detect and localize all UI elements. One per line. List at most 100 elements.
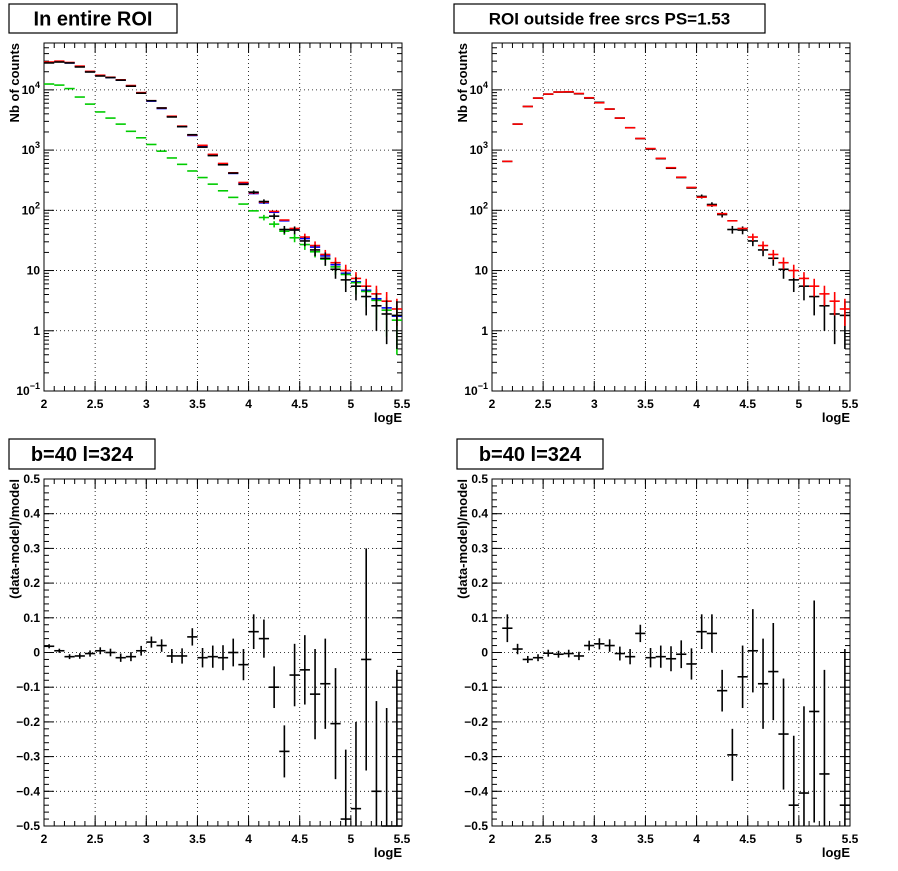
y-tick-label: −0.4: [16, 784, 40, 798]
y-tick-label: 0: [481, 646, 488, 660]
x-axis-label: logE: [822, 410, 850, 425]
y-tick-label: 104: [22, 80, 40, 97]
x-tick-label: 3: [591, 832, 598, 846]
title-box: [453, 3, 766, 34]
x-tick-label: 2: [489, 832, 496, 846]
x-tick-label: 2: [41, 397, 48, 411]
x-tick-label: 5: [348, 832, 355, 846]
y-tick-label: −0.4: [464, 784, 488, 798]
x-axis: 2 2.5 3 3.5 4 4.5 5 5.5: [41, 479, 411, 846]
x-tick-label: 2: [489, 397, 496, 411]
x-tick-label: 3.5: [637, 397, 654, 411]
x-tick-label: 4: [693, 397, 700, 411]
series-2: [502, 90, 850, 327]
y-tick-label: 1: [33, 324, 40, 338]
y-tick-label: 104: [470, 80, 488, 97]
y-axis: 10−1 1 10 102 103 104: [16, 42, 402, 398]
series-4: [44, 61, 402, 349]
x-axis-label: logE: [374, 845, 402, 860]
y-tick-label: −0.1: [16, 680, 40, 694]
x-tick-label: 5.5: [394, 832, 411, 846]
plot-title: b=40 l=324: [31, 444, 134, 466]
plot-title: b=40 l=324: [479, 444, 582, 466]
x-tick-label: 2.5: [87, 832, 104, 846]
y-axis-label: Nb of counts: [455, 43, 470, 122]
x-tick-label: 4.5: [291, 832, 308, 846]
x-tick-label: 3: [591, 397, 598, 411]
y-tick-label: 10: [27, 264, 41, 278]
title-box: [8, 438, 156, 470]
y-tick-label: 103: [22, 140, 40, 157]
x-tick-label: 4: [693, 832, 700, 846]
x-tick-label: 5.5: [842, 397, 859, 411]
y-tick-label: 0.4: [23, 507, 40, 521]
x-tick-label: 3.5: [189, 832, 206, 846]
y-tick-label: −0.3: [464, 750, 488, 764]
y-axis-label: Nb of counts: [7, 43, 22, 122]
plot-panel-3: 2 2.5 3 3.5 4 4.5 5 5.5 −0.5 −0.4 −0.3 −0.2 −0.1 0 0.1…: [7, 438, 411, 860]
x-tick-label: 2.5: [535, 397, 552, 411]
y-tick-label: −0.5: [464, 819, 488, 833]
x-axis-label: logE: [822, 845, 850, 860]
x-tick-label: 5: [348, 397, 355, 411]
x-axis: 2 2.5 3 3.5 4 4.5 5 5.5: [489, 43, 859, 411]
y-tick-label: 103: [470, 140, 488, 157]
x-tick-label: 3.5: [637, 832, 654, 846]
y-tick-label: −0.3: [16, 750, 40, 764]
y-tick-label: 0.3: [471, 541, 488, 555]
plot-panel-2: 2 2.5 3 3.5 4 4.5 5 5.5 10−1 1 10 102 103 104 logE Nb o…: [453, 3, 859, 425]
x-axis: 2 2.5 3 3.5 4 4.5 5 5.5: [489, 479, 859, 846]
x-tick-label: 5: [796, 832, 803, 846]
y-tick-label: 102: [22, 200, 40, 217]
y-axis-label: (data-model)/model: [7, 479, 22, 599]
y-tick-label: −0.2: [464, 715, 488, 729]
plot-panel-4: 2 2.5 3 3.5 4 4.5 5 5.5 −0.5 −0.4 −0.3 −0.2 −0.1 0 0.1…: [455, 438, 859, 860]
y-tick-label: 0.2: [471, 576, 488, 590]
x-tick-label: 5: [796, 397, 803, 411]
y-tick-label: 0.4: [471, 507, 488, 521]
x-tick-label: 3.5: [189, 397, 206, 411]
y-axis: 10−1 1 10 102 103 104: [464, 42, 850, 398]
y-tick-label: 0.2: [23, 576, 40, 590]
x-tick-label: 3: [143, 397, 150, 411]
title-box: [456, 438, 604, 470]
x-tick-label: 5.5: [842, 832, 859, 846]
x-tick-label: 4.5: [739, 832, 756, 846]
y-tick-label: 1: [481, 324, 488, 338]
y-tick-label: −0.1: [464, 680, 488, 694]
y-tick-label: 0: [33, 646, 40, 660]
plot-frame: [491, 42, 851, 392]
plot-panel-1: 2 2.5 3 3.5 4 4.5 5 5.5 10−1 1 10 102 103 104 logE Nb o…: [7, 3, 411, 425]
y-tick-label: 0.3: [23, 541, 40, 555]
y-tick-label: −0.2: [16, 715, 40, 729]
x-tick-label: 4: [245, 832, 252, 846]
x-axis: 2 2.5 3 3.5 4 4.5 5 5.5: [41, 43, 411, 411]
x-tick-label: 2.5: [87, 397, 104, 411]
y-tick-label: 10−1: [16, 381, 40, 398]
y-tick-label: 0.1: [23, 611, 40, 625]
x-tick-label: 2.5: [535, 832, 552, 846]
y-tick-label: 10: [475, 264, 489, 278]
y-tick-label: 0.5: [471, 472, 488, 486]
x-tick-label: 4.5: [739, 397, 756, 411]
y-tick-label: 10−1: [464, 381, 488, 398]
plot-frame: [43, 42, 403, 392]
x-tick-label: 4.5: [291, 397, 308, 411]
x-tick-label: 2: [41, 832, 48, 846]
plot-title: ROI outside free srcs PS=1.53: [489, 10, 730, 29]
x-tick-label: 4: [245, 397, 252, 411]
y-tick-label: 0.5: [23, 472, 40, 486]
x-tick-label: 5.5: [394, 397, 411, 411]
y-tick-label: −0.5: [16, 819, 40, 833]
x-axis-label: logE: [374, 410, 402, 425]
title-box: [8, 3, 178, 34]
y-tick-label: 0.1: [471, 611, 488, 625]
series-1: [502, 600, 850, 826]
plot-title: In entire ROI: [34, 9, 153, 31]
y-axis-label: (data-model)/model: [455, 479, 470, 599]
series-1: [44, 548, 402, 827]
y-tick-label: 102: [470, 200, 488, 217]
y-axis: −0.5 −0.4 −0.3 −0.2 −0.1 0 0.1 0.2 0.3 0.4 0.5: [16, 472, 402, 833]
x-tick-label: 3: [143, 832, 150, 846]
